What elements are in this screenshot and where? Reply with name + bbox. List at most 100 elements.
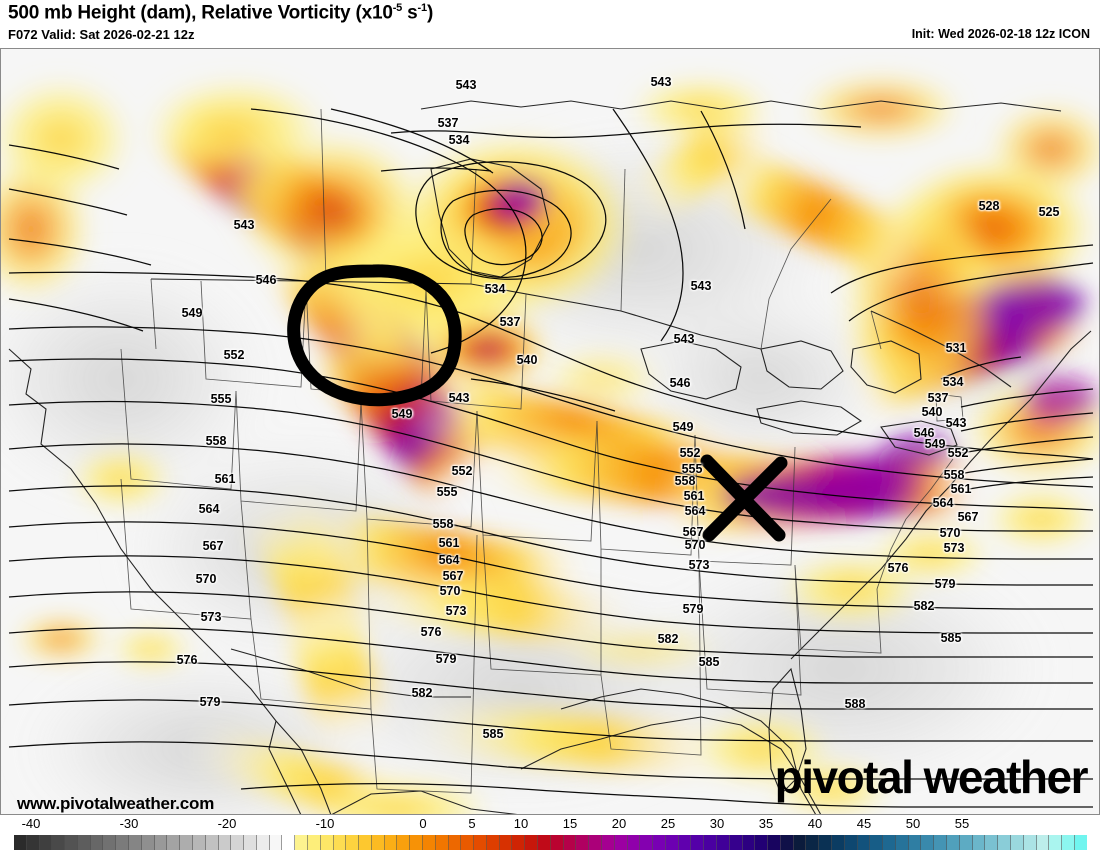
contour-label: 525 <box>1038 205 1060 219</box>
contour-label: 552 <box>451 464 473 478</box>
colorbar-swatch <box>269 835 283 850</box>
colorbar-tick: 55 <box>954 816 970 831</box>
colorbar-swatch <box>627 835 641 850</box>
colorbar-swatch <box>359 835 372 850</box>
colorbar-swatch <box>972 835 986 850</box>
title-main-text: 500 mb Height (dam), Relative Vorticity … <box>8 2 393 24</box>
colorbar-tick: 10 <box>513 816 529 831</box>
contour-label: 537 <box>499 315 521 329</box>
colorbar-gradient[interactable] <box>14 835 1087 850</box>
colorbar-swatch <box>640 835 654 850</box>
contour-label: 540 <box>921 405 943 419</box>
colorbar-tick: 45 <box>856 816 872 831</box>
colorbar-swatch <box>806 835 820 850</box>
colorbar-swatch <box>410 835 423 850</box>
contour-label: 546 <box>669 376 691 390</box>
colorbar-swatch <box>538 835 551 850</box>
contour-label: 552 <box>679 446 701 460</box>
contour-label: 543 <box>448 391 470 405</box>
colorbar-swatch <box>589 835 602 850</box>
colorbar-swatch <box>1036 835 1050 850</box>
contour-label: 555 <box>436 485 458 499</box>
contour-label: 534 <box>484 282 506 296</box>
contour-label: 561 <box>214 472 236 486</box>
contour-label: 549 <box>924 437 946 451</box>
colorbar-tick: 35 <box>758 816 774 831</box>
colorbar-swatch <box>167 835 181 850</box>
contour-label: 555 <box>210 392 232 406</box>
contour-label: 567 <box>442 569 464 583</box>
map-canvas[interactable]: 543 543 537 534 528 525 543 546 534 543 549 537 543 5… <box>0 48 1100 815</box>
contour-label: 585 <box>482 727 504 741</box>
contour-label: 552 <box>223 348 245 362</box>
brand-wordmark: pivotal weather <box>774 751 1089 803</box>
contour-label: 582 <box>913 599 935 613</box>
colorbar-tick: 20 <box>611 816 627 831</box>
colorbar-tick: -30 <box>119 816 139 831</box>
colorbar-swatch <box>653 835 666 850</box>
contour-label: 576 <box>176 653 198 667</box>
contour-label: 558 <box>205 434 227 448</box>
colorbar-swatch <box>448 835 462 850</box>
contour-label: 564 <box>438 553 460 567</box>
colorbar-swatch <box>282 835 296 850</box>
colorbar-swatch <box>768 835 781 850</box>
page-title: 500 mb Height (dam), Relative Vorticity … <box>8 2 433 24</box>
colorbar-swatch <box>934 835 948 850</box>
colorbar-swatch <box>959 835 973 850</box>
contour-label: 558 <box>943 468 965 482</box>
contour-label: 582 <box>657 632 679 646</box>
contour-label: 543 <box>455 78 477 92</box>
colorbar-tick-labels: -40 -30 -20 -10 0 5 10 15 20 25 30 35 40 45 50 55 <box>0 816 1100 833</box>
colorbar-swatch <box>218 835 232 850</box>
contour-label: 528 <box>978 199 1000 213</box>
contour-label: 561 <box>950 482 972 496</box>
site-url-label: www.pivotalweather.com <box>17 794 215 813</box>
title-exponent-1: -5 <box>392 2 403 14</box>
colorbar-swatch <box>129 835 142 850</box>
colorbar[interactable]: -40 -30 -20 -10 0 5 10 15 20 25 30 35 40 45 50 55 <box>0 816 1100 850</box>
colorbar-swatch <box>716 835 730 850</box>
contour-label: 570 <box>195 572 217 586</box>
colorbar-swatch <box>244 835 257 850</box>
colorbar-tick: 15 <box>562 816 578 831</box>
contour-label: 567 <box>957 510 979 524</box>
colorbar-swatch <box>486 835 500 850</box>
colorbar-swatch <box>601 835 615 850</box>
contour-label: 558 <box>674 474 696 488</box>
colorbar-swatch <box>435 835 449 850</box>
colorbar-tick: 25 <box>660 816 676 831</box>
contour-label: 579 <box>435 652 457 666</box>
colorbar-swatch <box>90 835 104 850</box>
colorbar-swatch <box>947 835 960 850</box>
colorbar-swatch <box>512 835 526 850</box>
contour-label: 543 <box>673 332 695 346</box>
colorbar-swatch <box>154 835 168 850</box>
colorbar-swatch <box>397 835 411 850</box>
colorbar-swatch <box>14 835 27 850</box>
contour-label: 546 <box>255 273 277 287</box>
colorbar-swatch <box>844 835 858 850</box>
colorbar-swatch <box>665 835 679 850</box>
colorbar-swatch <box>704 835 717 850</box>
title-exponent-2: -1 <box>417 2 428 14</box>
colorbar-swatch <box>256 835 270 850</box>
contour-label: 537 <box>437 116 459 130</box>
model-init-time: Init: Wed 2026-02-18 12z ICON <box>911 27 1090 41</box>
contour-label: 570 <box>939 526 961 540</box>
colorbar-swatch <box>295 835 308 850</box>
colorbar-swatch <box>793 835 807 850</box>
contour-label: 537 <box>927 391 949 405</box>
title-end-text: ) <box>426 2 434 24</box>
contour-label: 573 <box>445 604 467 618</box>
colorbar-swatch <box>985 835 999 850</box>
contour-label: 555 <box>681 462 703 476</box>
colorbar-swatch <box>307 835 321 850</box>
colorbar-swatch <box>832 835 845 850</box>
contour-label: 585 <box>698 655 720 669</box>
contour-label: 570 <box>684 538 706 552</box>
contour-label: 543 <box>650 75 672 89</box>
colorbar-swatch <box>895 835 909 850</box>
colorbar-swatch <box>857 835 871 850</box>
